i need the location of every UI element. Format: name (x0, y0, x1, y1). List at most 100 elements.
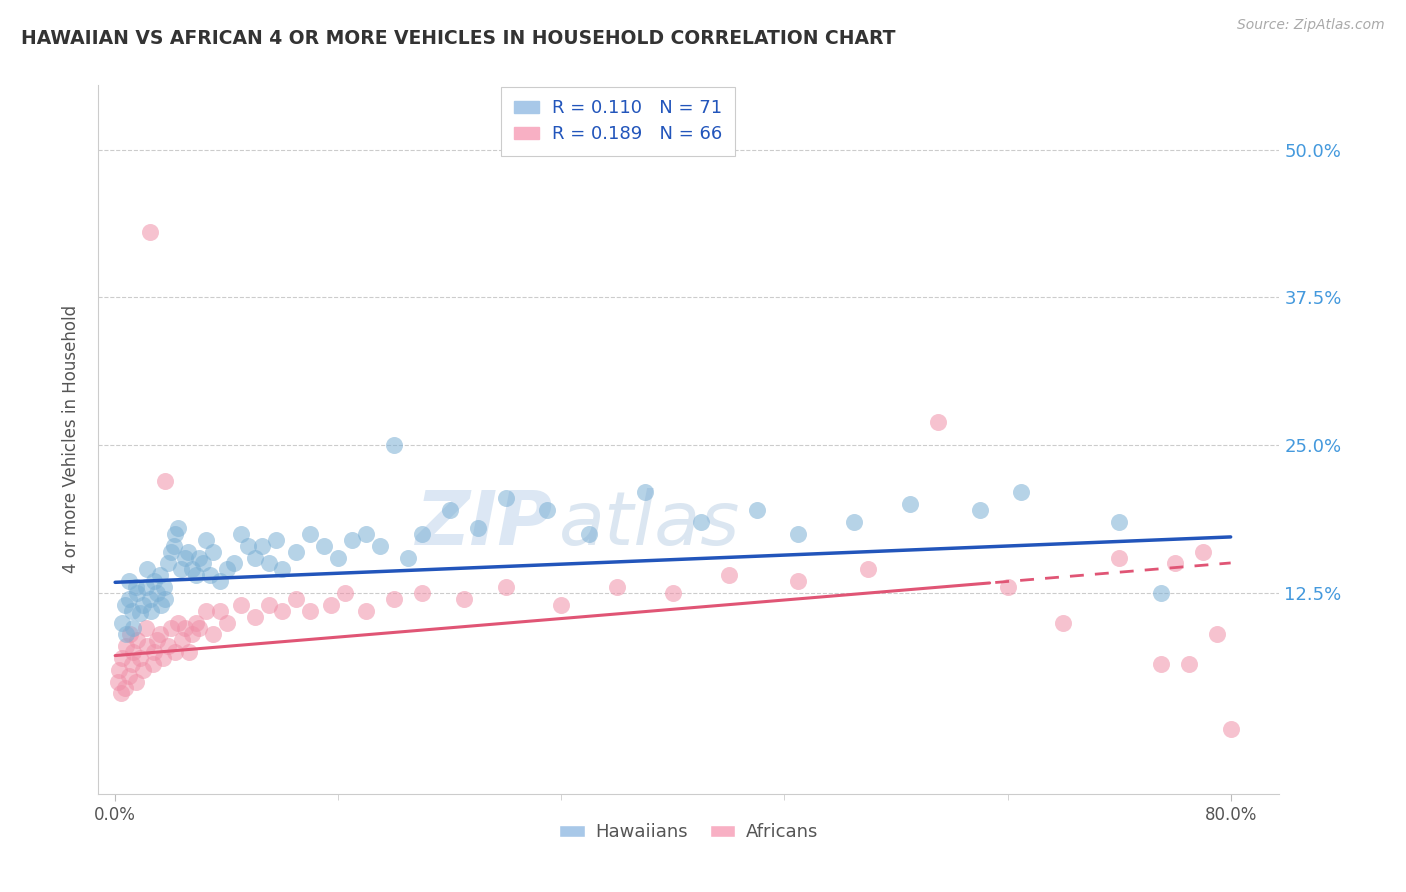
Point (129, 606, 152, 620)
Point (411, 526, 433, 541)
Point (127, 633, 149, 648)
Point (495, 580, 517, 594)
Point (153, 580, 176, 594)
Point (264, 533, 287, 547)
Text: Source: ZipAtlas.com: Source: ZipAtlas.com (1237, 18, 1385, 32)
Point (285, 591, 308, 606)
Point (285, 544, 308, 558)
Point (578, 526, 600, 541)
Point (141, 604, 163, 618)
Point (717, 568, 740, 582)
Point (110, 686, 132, 700)
Point (125, 580, 148, 594)
Point (1205, 627, 1227, 641)
Point (662, 586, 685, 600)
Point (606, 580, 628, 594)
Point (111, 615, 134, 630)
Point (177, 645, 200, 659)
Point (536, 503, 558, 517)
Point (745, 503, 768, 517)
Point (689, 515, 711, 529)
Point (173, 621, 195, 635)
Point (155, 591, 177, 606)
Point (271, 562, 294, 576)
Point (382, 591, 405, 606)
Point (340, 533, 363, 547)
Point (1108, 515, 1130, 529)
Point (149, 568, 172, 582)
Point (173, 550, 195, 565)
Point (184, 615, 207, 630)
Point (180, 627, 202, 641)
Point (167, 521, 190, 535)
Point (157, 639, 180, 653)
Point (299, 526, 322, 541)
Point (127, 586, 149, 600)
Point (215, 615, 238, 630)
Point (108, 663, 131, 677)
Point (898, 497, 921, 511)
Point (314, 539, 336, 553)
Point (170, 562, 193, 576)
Point (118, 574, 141, 589)
Point (257, 557, 280, 571)
Point (467, 521, 489, 535)
Point (257, 598, 280, 612)
Point (118, 591, 141, 606)
Point (139, 226, 162, 240)
Point (236, 539, 259, 553)
Text: ZIP: ZIP (416, 488, 553, 561)
Point (787, 526, 810, 541)
Point (229, 598, 252, 612)
Point (969, 503, 991, 517)
Point (354, 604, 377, 618)
Point (118, 669, 141, 683)
Point (160, 544, 183, 558)
Point (150, 598, 173, 612)
Point (328, 550, 350, 565)
Point (194, 533, 217, 547)
Point (396, 550, 419, 565)
Point (180, 562, 202, 576)
Point (125, 674, 148, 689)
Point (787, 574, 810, 589)
Point (157, 557, 180, 571)
Point (1219, 722, 1241, 736)
Point (229, 526, 252, 541)
Point (184, 568, 207, 582)
Point (453, 591, 475, 606)
Point (132, 598, 155, 612)
Point (111, 651, 134, 665)
Point (222, 557, 245, 571)
Point (856, 562, 879, 576)
Point (114, 681, 136, 695)
Point (146, 586, 169, 600)
Point (634, 485, 657, 500)
Point (927, 415, 949, 429)
Point (139, 591, 162, 606)
Legend: Hawaiians, Africans: Hawaiians, Africans (553, 816, 825, 848)
Point (115, 639, 138, 653)
Text: atlas: atlas (560, 489, 741, 560)
Point (149, 627, 172, 641)
Point (1164, 557, 1187, 571)
Point (163, 539, 186, 553)
Point (136, 639, 159, 653)
Point (1052, 615, 1074, 630)
Point (129, 651, 152, 665)
Point (143, 645, 166, 659)
Point (194, 604, 217, 618)
Point (122, 645, 145, 659)
Point (114, 598, 136, 612)
Point (191, 557, 214, 571)
Point (107, 674, 129, 689)
Point (136, 562, 159, 576)
Point (271, 604, 294, 618)
Point (187, 621, 209, 635)
Point (165, 645, 187, 659)
Point (208, 574, 231, 589)
Point (1150, 657, 1173, 671)
Point (132, 663, 155, 677)
Point (121, 604, 143, 618)
Point (411, 586, 433, 600)
